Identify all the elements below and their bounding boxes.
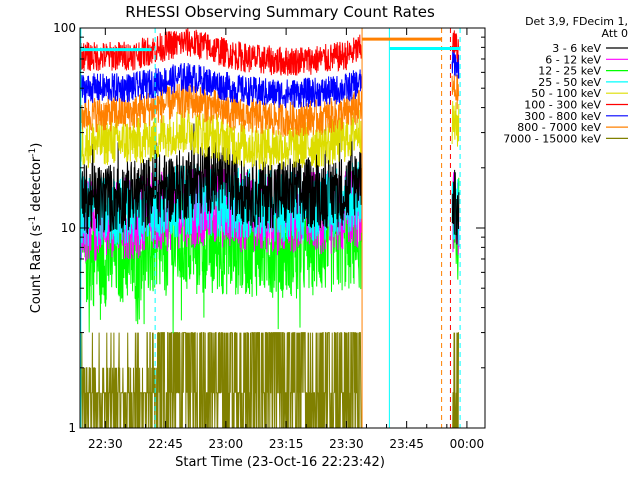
series-line-5: [80, 27, 460, 76]
legend-label-1: 6 - 12 keV: [545, 53, 601, 66]
y-axis: 1 10 100: [53, 21, 485, 435]
y-axis-label-end: ): [29, 143, 44, 148]
y-axis-label: Count Rate (s-1 detector-1): [28, 143, 44, 314]
series-layer: [80, 27, 460, 429]
y-tick-label-1: 10: [61, 221, 76, 235]
legend-label-5: 100 - 300 keV: [524, 99, 601, 112]
x-axis: 22:30 22:45 23:00 23:15 23:30 23:45 00:00: [84, 28, 485, 451]
y-axis-label-mid: detector: [29, 156, 44, 216]
x-tick-label-6: 00:00: [450, 437, 485, 451]
series-line-4: [80, 100, 460, 171]
series-line-7: [80, 74, 460, 138]
x-tick-label-1: 22:45: [148, 437, 183, 451]
chart-title: RHESSI Observing Summary Count Rates: [125, 3, 435, 21]
legend-label-6: 300 - 800 keV: [524, 110, 601, 123]
y-tick-label-2: 100: [53, 21, 76, 35]
legend-label-2: 12 - 25 keV: [538, 65, 601, 78]
legend-label-0: 3 - 6 keV: [552, 42, 601, 55]
legend-label-7: 800 - 7000 keV: [517, 121, 601, 134]
x-tick-label-4: 23:30: [329, 437, 364, 451]
x-tick-label-3: 23:15: [269, 437, 304, 451]
y-axis-label-sup2: -1: [28, 148, 38, 157]
legend-label-4: 50 - 100 keV: [531, 87, 601, 100]
x-tick-label-5: 23:45: [389, 437, 424, 451]
x-tick-label-2: 23:00: [209, 437, 244, 451]
y-axis-label-main: Count Rate (s: [29, 225, 44, 314]
legend-header-1: Det 3,9, FDecim 1,: [525, 15, 628, 28]
x-axis-label: Start Time (23-Oct-16 22:23:42): [175, 455, 385, 470]
series-line-0: [80, 119, 460, 245]
legend-label-8: 7000 - 15000 keV: [503, 132, 601, 145]
legend-label-3: 25 - 50 keV: [538, 76, 601, 89]
x-tick-label-0: 22:30: [88, 437, 123, 451]
y-tick-label-0: 1: [68, 421, 76, 435]
y-axis-label-sup1: -1: [28, 216, 38, 225]
legend-header-2: Att 0: [602, 27, 628, 40]
